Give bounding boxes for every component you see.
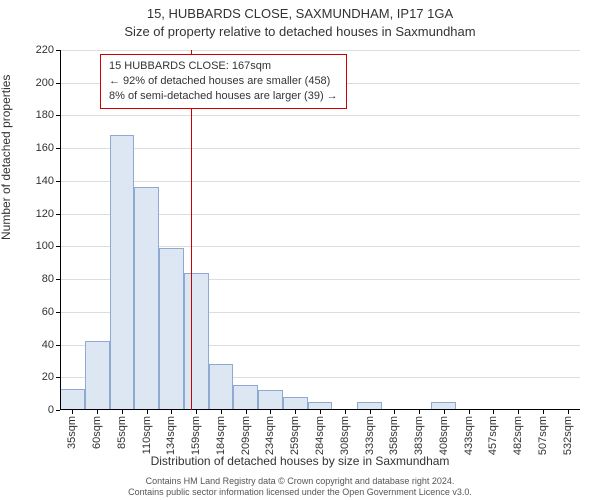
y-tick-label: 40 xyxy=(42,339,54,351)
gridline xyxy=(60,148,580,149)
info-box-line: ← 92% of detached houses are smaller (45… xyxy=(109,74,338,89)
y-axis xyxy=(60,50,61,410)
x-tick-label: 482sqm xyxy=(512,416,524,455)
x-tick xyxy=(345,410,346,414)
x-tick xyxy=(543,410,544,414)
y-tick xyxy=(56,410,60,411)
gridline xyxy=(60,181,580,182)
x-tick xyxy=(394,410,395,414)
footer-attribution: Contains HM Land Registry data © Crown c… xyxy=(0,476,600,499)
x-tick-label: 457sqm xyxy=(487,416,499,455)
x-tick-label: 209sqm xyxy=(240,416,252,455)
y-tick-label: 140 xyxy=(36,175,54,187)
plot-area: 02040608010012014016018020022035sqm60sqm… xyxy=(60,50,580,410)
x-tick-label: 284sqm xyxy=(314,416,326,455)
x-tick xyxy=(493,410,494,414)
chart-subtitle: Size of property relative to detached ho… xyxy=(0,24,600,39)
x-tick xyxy=(270,410,271,414)
x-tick-label: 383sqm xyxy=(413,416,425,455)
x-tick-label: 507sqm xyxy=(537,416,549,455)
x-tick xyxy=(518,410,519,414)
histogram-bar xyxy=(60,389,85,410)
histogram-bar xyxy=(233,385,258,410)
histogram-bar xyxy=(258,390,283,410)
x-tick-label: 85sqm xyxy=(116,416,128,449)
x-tick-label: 333sqm xyxy=(364,416,376,455)
y-tick-label: 0 xyxy=(48,404,54,416)
y-tick-label: 220 xyxy=(36,44,54,56)
x-tick xyxy=(568,410,569,414)
histogram-bar xyxy=(110,135,135,410)
y-tick-label: 60 xyxy=(42,306,54,318)
y-tick-label: 100 xyxy=(36,240,54,252)
y-tick-label: 20 xyxy=(42,371,54,383)
x-tick xyxy=(147,410,148,414)
x-axis-label: Distribution of detached houses by size … xyxy=(0,454,600,468)
reference-info-box: 15 HUBBARDS CLOSE: 167sqm← 92% of detach… xyxy=(100,54,347,109)
gridline xyxy=(60,50,580,51)
x-tick xyxy=(370,410,371,414)
x-tick xyxy=(171,410,172,414)
x-tick xyxy=(221,410,222,414)
x-tick-label: 110sqm xyxy=(141,416,153,454)
x-tick xyxy=(196,410,197,414)
footer-line-1: Contains HM Land Registry data © Crown c… xyxy=(0,476,600,487)
chart-title: 15, HUBBARDS CLOSE, SAXMUNDHAM, IP17 1GA xyxy=(0,6,600,21)
info-box-line: 8% of semi-detached houses are larger (3… xyxy=(109,89,338,104)
histogram-bar xyxy=(184,273,209,410)
histogram-bar xyxy=(159,248,184,410)
y-tick-label: 180 xyxy=(36,109,54,121)
x-tick-label: 35sqm xyxy=(66,416,78,449)
x-tick-label: 433sqm xyxy=(463,416,475,455)
x-tick xyxy=(444,410,445,414)
x-tick-label: 234sqm xyxy=(264,416,276,455)
x-tick xyxy=(72,410,73,414)
y-tick-label: 80 xyxy=(42,273,54,285)
y-tick-label: 200 xyxy=(36,77,54,89)
x-tick-label: 184sqm xyxy=(215,416,227,455)
histogram-bar xyxy=(209,364,234,410)
x-tick-label: 532sqm xyxy=(562,416,574,455)
chart-container: 15, HUBBARDS CLOSE, SAXMUNDHAM, IP17 1GA… xyxy=(0,0,600,500)
y-axis-label: Number of detached properties xyxy=(0,75,13,240)
x-tick-label: 259sqm xyxy=(289,416,301,455)
x-tick-label: 308sqm xyxy=(339,416,351,455)
x-tick-label: 159sqm xyxy=(190,416,202,455)
x-tick xyxy=(295,410,296,414)
x-tick xyxy=(320,410,321,414)
x-tick-label: 60sqm xyxy=(91,416,103,449)
footer-line-2: Contains public sector information licen… xyxy=(0,487,600,498)
x-tick xyxy=(246,410,247,414)
gridline xyxy=(60,115,580,116)
x-tick xyxy=(122,410,123,414)
x-tick xyxy=(97,410,98,414)
y-tick-label: 160 xyxy=(36,142,54,154)
x-tick-label: 358sqm xyxy=(388,416,400,455)
x-tick xyxy=(419,410,420,414)
y-tick-label: 120 xyxy=(36,208,54,220)
x-tick-label: 408sqm xyxy=(438,416,450,455)
histogram-bar xyxy=(134,187,159,410)
x-axis xyxy=(60,409,580,410)
info-box-line: 15 HUBBARDS CLOSE: 167sqm xyxy=(109,59,338,74)
x-tick-label: 134sqm xyxy=(165,416,177,455)
x-tick xyxy=(469,410,470,414)
histogram-bar xyxy=(85,341,110,410)
